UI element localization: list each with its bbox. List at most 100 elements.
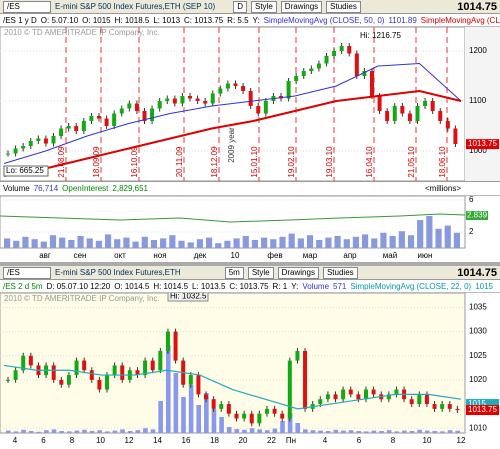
candle xyxy=(370,71,374,96)
x-tick-label: 10 xyxy=(423,436,432,445)
symbol-box[interactable]: /ES xyxy=(3,0,51,13)
candle xyxy=(394,389,399,395)
candle xyxy=(89,116,94,121)
axis-bg xyxy=(465,27,500,181)
volume-bar xyxy=(97,430,103,433)
info-item: H: 1018.5 xyxy=(114,15,150,25)
volume-bar xyxy=(143,428,148,433)
candle xyxy=(74,126,79,131)
button[interactable]: Style xyxy=(251,0,277,13)
x-tick-label: 4 xyxy=(323,436,328,445)
candle xyxy=(59,379,64,385)
y-tick-label: 1035 xyxy=(469,303,487,312)
candle xyxy=(438,111,443,121)
candle xyxy=(66,126,71,129)
info-item: O: 1014.5 xyxy=(114,281,150,291)
volume-bar xyxy=(196,405,202,433)
moving-average xyxy=(3,62,462,164)
volume-bar xyxy=(196,239,203,248)
volume-bar xyxy=(402,430,407,433)
candle xyxy=(150,108,155,121)
volume-bar xyxy=(272,428,278,433)
x-tick-label: 8 xyxy=(70,436,75,445)
candle xyxy=(339,46,344,51)
candle xyxy=(158,350,163,371)
y-tick-label: 1000 xyxy=(469,146,487,155)
volume-bar xyxy=(297,238,304,248)
candle xyxy=(6,379,10,381)
volume-bar xyxy=(279,236,286,248)
candle xyxy=(415,106,420,121)
candle xyxy=(392,106,397,121)
candle xyxy=(234,413,239,419)
candle xyxy=(333,394,338,400)
volume-bar xyxy=(409,431,415,433)
volume-bar xyxy=(318,430,323,433)
symbol-box[interactable]: /ES xyxy=(3,266,51,279)
intraday-chart: 2010 © TD AMERITRADE IP Company, Inc.101… xyxy=(0,293,499,445)
event-label: 18.12.09 xyxy=(210,146,219,178)
volume-bar xyxy=(22,236,29,248)
volume-bar xyxy=(380,232,387,248)
candle xyxy=(347,46,352,54)
volume-bar xyxy=(398,231,405,248)
candle xyxy=(249,413,254,424)
button[interactable]: Drawings xyxy=(280,0,323,13)
moving-average xyxy=(3,364,462,410)
y-tick-label: 1010 xyxy=(469,423,487,432)
candle xyxy=(51,136,56,144)
button[interactable]: Studies xyxy=(326,0,361,13)
price-tag: 1013.75 xyxy=(468,139,497,148)
volume-bar xyxy=(135,430,141,433)
x-tick-label: 16 xyxy=(182,436,191,445)
period[interactable]: D xyxy=(233,0,247,13)
x-tick-label: 6 xyxy=(357,436,362,445)
candle xyxy=(97,379,102,390)
y-tick-label: 1025 xyxy=(469,351,487,360)
units: <millions> xyxy=(424,184,461,193)
price-tag-bg xyxy=(466,399,499,410)
volume-bar xyxy=(343,239,350,248)
last-price: 1014.75 xyxy=(457,266,497,279)
candle xyxy=(233,83,238,86)
x-tick-label: 18 xyxy=(210,436,219,445)
volume-bar xyxy=(316,240,323,248)
volume-bar xyxy=(394,431,400,433)
button[interactable]: Drawings xyxy=(277,266,319,279)
period[interactable]: 5m xyxy=(224,266,244,279)
volume-bar xyxy=(233,238,240,248)
volume-bar xyxy=(288,233,295,248)
high-label-bg xyxy=(167,293,209,302)
volume-bar xyxy=(211,409,217,433)
candle xyxy=(430,101,435,111)
volume-bar xyxy=(242,429,247,433)
volume-bar xyxy=(352,236,360,248)
candle xyxy=(332,51,337,56)
price-tag: 1013.75 xyxy=(468,405,497,414)
volume-bar xyxy=(6,430,11,433)
volume-chart: 2 6 2.839 авг сен окт ноя дек 10 фев мар апр май июн xyxy=(0,196,488,260)
volume-bar xyxy=(242,236,249,248)
button[interactable]: Style xyxy=(247,266,274,279)
candle xyxy=(112,113,117,126)
button[interactable]: Studies xyxy=(322,266,358,279)
candle xyxy=(325,394,330,400)
volume-bar xyxy=(120,429,125,433)
volume-bar xyxy=(51,429,57,433)
volume-bar xyxy=(417,429,422,433)
candle xyxy=(445,121,450,129)
volume-bar xyxy=(59,237,66,248)
candle xyxy=(371,389,376,395)
volume-bar xyxy=(187,242,194,248)
event-label: 19.02.10 xyxy=(287,146,296,178)
candle xyxy=(303,350,308,409)
volume-bar xyxy=(28,431,34,433)
x-tick-label: дек xyxy=(194,251,207,260)
y-tick-label: 2 xyxy=(469,227,474,236)
event-label: 21.08.09 xyxy=(57,146,66,178)
description: E-mini S&P 500 Index Futures,ETH xyxy=(55,268,181,277)
candle xyxy=(248,91,253,106)
candle xyxy=(188,96,192,99)
volume-bar xyxy=(188,385,194,433)
